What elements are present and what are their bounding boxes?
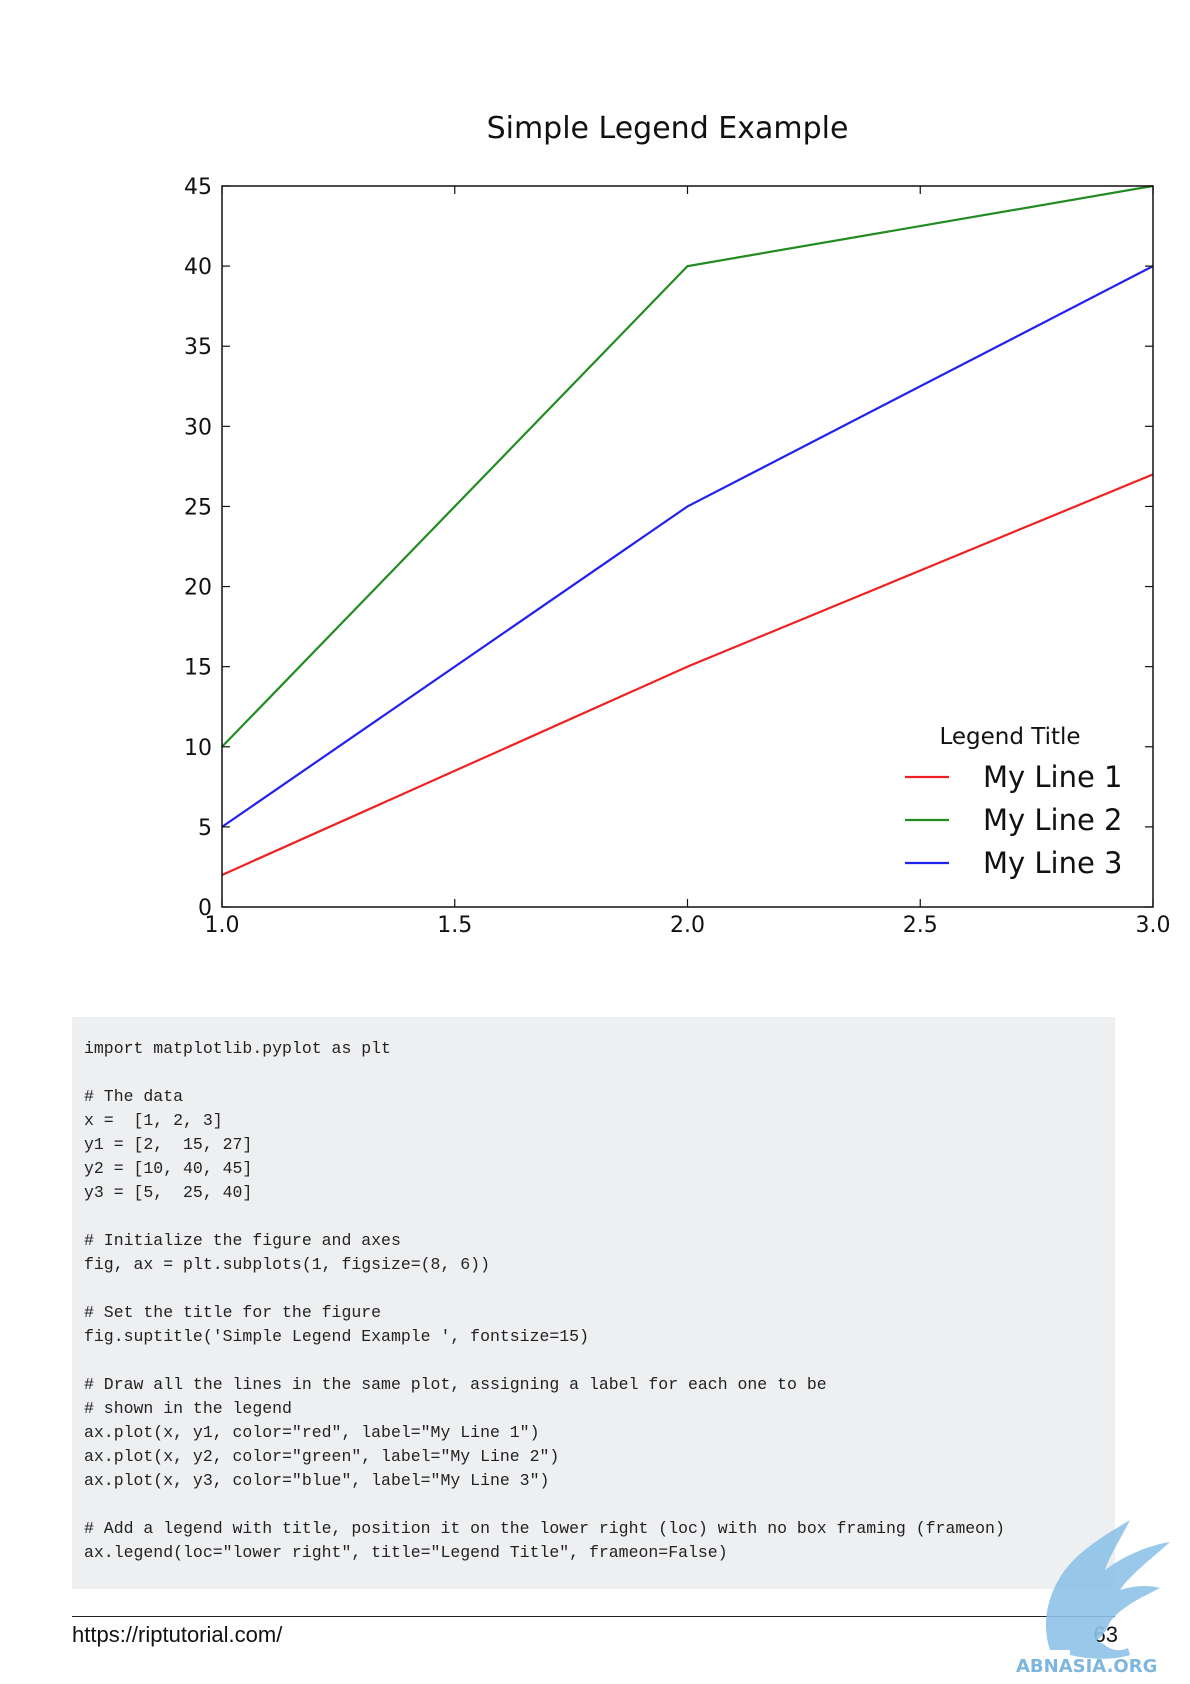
legend-label-3: My Line 3 [983,846,1123,880]
code-line: # The data [84,1087,184,1106]
y-tick-label: 30 [184,415,212,440]
code-line: fig, ax = plt.subplots(1, figsize=(8, 6)… [84,1255,490,1274]
legend-label-1: My Line 1 [983,760,1123,794]
chart-title: Simple Legend Example [487,111,849,146]
code-line: # Draw all the lines in the same plot, a… [84,1375,827,1394]
code-line: ax.plot(x, y3, color="blue", label="My L… [84,1471,550,1490]
y-tick-label: 15 [184,656,212,681]
series-line-1 [221,473,1154,876]
code-line: # shown in the legend [84,1399,292,1418]
code-line: import matplotlib.pyplot as plt [84,1039,391,1058]
y-tick-label: 35 [184,335,212,360]
legend-label-2: My Line 2 [983,803,1123,837]
code-line: ax.plot(x, y1, color="red", label="My Li… [84,1423,540,1442]
y-tick-label: 0 [198,896,212,921]
y-tick-label: 40 [184,255,212,280]
y-tick-label: 10 [184,736,212,761]
code-line: # Add a legend with title, position it o… [84,1519,1005,1538]
x-tick-label: 1.5 [437,913,472,938]
y-tick-label: 25 [184,495,212,520]
code-line: y3 = [5, 25, 40] [84,1183,253,1202]
footer-divider [72,1616,1115,1617]
y-tick-label: 45 [184,175,212,200]
x-tick-label: 1.0 [205,913,240,938]
x-tick-label: 2.5 [903,913,938,938]
code-line [84,1205,1115,1229]
code-line [84,1277,1115,1301]
code-block: import matplotlib.pyplot as plt # The da… [72,1017,1115,1589]
x-tick-label: 2.0 [670,913,705,938]
y-tick-label: 5 [198,816,212,841]
plot-frame [221,185,1154,908]
series-line-3 [221,265,1154,828]
code-line: ax.legend(loc="lower right", title="Lege… [84,1543,728,1562]
griffin-icon [1045,1520,1170,1659]
footer-url[interactable]: https://riptutorial.com/ [72,1622,283,1647]
code-line: y1 = [2, 15, 27] [84,1135,253,1154]
code-line: ax.plot(x, y2, color="green", label="My … [84,1447,560,1466]
watermark-logo: ABNASIA.ORG [1016,1520,1170,1677]
code-line [84,1349,1115,1373]
line-chart: Simple Legend Example 1.0 1.5 2.0 2.5 3.0 0 5 10… [184,111,1171,938]
code-line [84,1493,1115,1517]
code-line: fig.suptitle('Simple Legend Example ', f… [84,1327,589,1346]
code-listing: import matplotlib.pyplot as plt # The da… [72,1017,1115,1565]
series-line-2 [221,184,1154,748]
code-line: # Initialize the figure and axes [84,1231,401,1250]
watermark-text: ABNASIA.ORG [1016,1656,1157,1677]
x-tick-label: 3.0 [1136,913,1171,938]
y-tick-label: 20 [184,576,212,601]
code-line: # Set the title for the figure [84,1303,382,1322]
code-line [84,1061,1115,1085]
code-line: x = [1, 2, 3] [84,1111,223,1130]
code-line: y2 = [10, 40, 45] [84,1159,253,1178]
legend-title: Legend Title [939,724,1080,750]
